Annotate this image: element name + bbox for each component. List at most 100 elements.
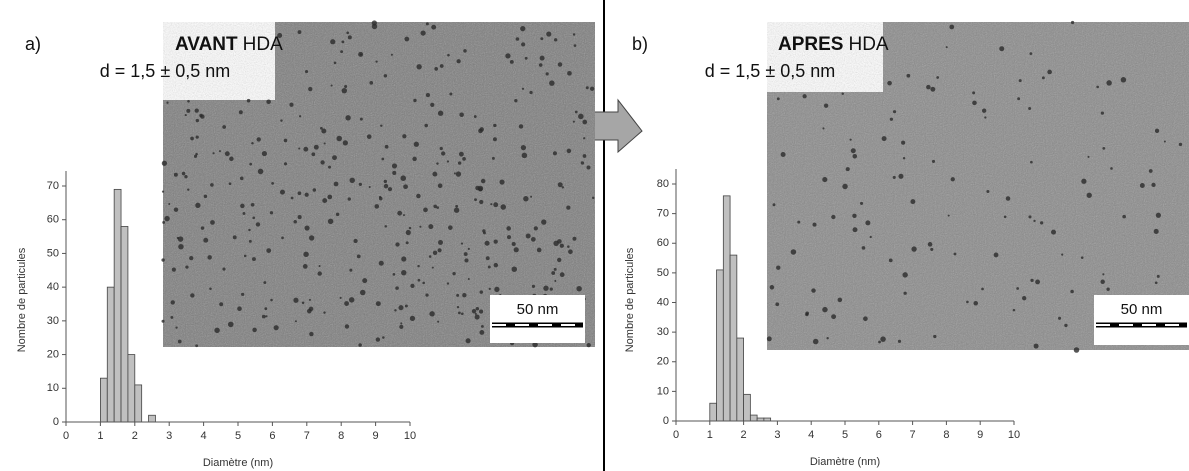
- particle: [1148, 169, 1153, 173]
- particle: [1081, 178, 1087, 184]
- particle: [831, 214, 836, 220]
- particle: [297, 215, 302, 220]
- particle: [576, 285, 582, 292]
- particle: [280, 119, 283, 122]
- particle: [823, 103, 829, 108]
- x-tick-label: 2: [132, 430, 138, 442]
- particle: [266, 248, 272, 253]
- particle: [251, 257, 256, 262]
- particle: [397, 210, 403, 216]
- particle: [404, 304, 408, 308]
- x-axis-title: Diamètre (nm): [203, 457, 273, 469]
- particle: [390, 53, 393, 56]
- particle: [224, 151, 230, 157]
- particle: [493, 202, 499, 208]
- particle: [457, 161, 462, 165]
- particle: [187, 100, 190, 103]
- particle: [540, 37, 544, 41]
- particle: [582, 154, 587, 158]
- particle: [265, 315, 268, 318]
- particle: [797, 220, 801, 224]
- particle: [463, 252, 468, 256]
- particle: [1100, 279, 1105, 285]
- particle: [401, 270, 407, 276]
- x-tick-label: 6: [269, 430, 275, 442]
- particle: [383, 74, 388, 78]
- particle: [538, 63, 543, 67]
- particle: [359, 53, 363, 56]
- particle: [999, 46, 1005, 52]
- particle: [529, 90, 533, 95]
- particle: [362, 278, 368, 284]
- bar: [113, 188, 122, 423]
- particle: [203, 237, 209, 243]
- particle: [409, 315, 416, 322]
- particle: [219, 302, 224, 307]
- particle: [514, 98, 518, 103]
- particle: [173, 172, 178, 177]
- y-tick-label: 30: [47, 315, 59, 327]
- particle: [543, 285, 549, 291]
- particle: [271, 182, 274, 185]
- particle: [306, 308, 312, 314]
- particle: [425, 22, 429, 26]
- x-tick-label: 4: [201, 430, 207, 442]
- particle: [434, 67, 439, 71]
- particle: [413, 141, 419, 147]
- y-tick-label: 40: [47, 281, 59, 293]
- particle: [250, 202, 255, 207]
- particle: [572, 120, 575, 123]
- particle: [375, 301, 381, 307]
- particle: [887, 80, 892, 86]
- particle: [945, 46, 948, 49]
- particle: [567, 70, 572, 76]
- tem-grain: [767, 22, 1189, 350]
- particle: [1033, 343, 1039, 349]
- particle: [520, 26, 526, 32]
- particle: [553, 267, 557, 271]
- particle: [449, 92, 453, 96]
- particle: [369, 81, 374, 85]
- particle: [456, 59, 461, 64]
- particle: [1155, 212, 1161, 218]
- scale-bar-box: [490, 295, 585, 343]
- particle: [246, 98, 251, 103]
- particle: [776, 265, 781, 270]
- particle: [972, 91, 976, 95]
- particle: [492, 137, 497, 142]
- particle: [972, 100, 977, 106]
- particle: [898, 173, 904, 179]
- particle: [177, 236, 184, 242]
- particle: [227, 321, 234, 328]
- particle: [586, 165, 591, 170]
- y-tick-label: 80: [657, 178, 669, 190]
- particle: [811, 288, 816, 293]
- particle: [1070, 289, 1074, 294]
- particle: [207, 255, 212, 260]
- particle: [212, 152, 215, 155]
- particle: [802, 94, 807, 99]
- particle: [308, 86, 313, 92]
- particle: [431, 266, 434, 269]
- particle: [333, 61, 337, 65]
- particle: [358, 343, 362, 347]
- particle: [344, 301, 349, 306]
- particle: [320, 126, 323, 130]
- x-tick-label: 1: [707, 429, 713, 441]
- particle: [506, 226, 511, 231]
- particle: [906, 73, 911, 78]
- particle: [320, 160, 325, 165]
- particle: [861, 246, 866, 250]
- particle: [437, 248, 442, 253]
- particle: [950, 177, 955, 182]
- particle: [1041, 76, 1045, 80]
- bar: [749, 414, 758, 422]
- particle: [290, 196, 294, 200]
- particle: [186, 108, 191, 113]
- particle: [1080, 256, 1084, 259]
- particle: [424, 123, 428, 128]
- particle: [383, 183, 389, 189]
- particle: [261, 314, 266, 319]
- particle: [400, 175, 407, 181]
- particle: [400, 322, 403, 325]
